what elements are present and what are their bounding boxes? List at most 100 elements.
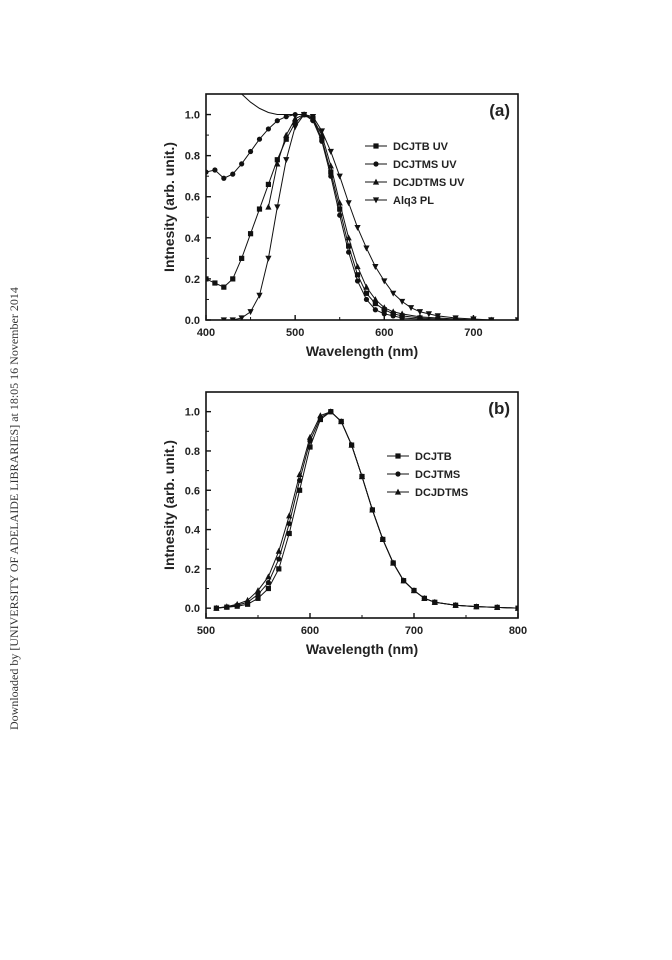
data-point bbox=[221, 284, 227, 290]
data-point bbox=[265, 585, 271, 592]
data-point bbox=[317, 412, 324, 419]
data-point bbox=[346, 249, 352, 255]
data-point bbox=[283, 136, 289, 142]
data-point bbox=[363, 245, 370, 252]
data-point bbox=[292, 111, 298, 118]
data-point bbox=[372, 263, 379, 270]
series-line-3 bbox=[223, 113, 518, 320]
data-point bbox=[283, 114, 289, 120]
data-point bbox=[220, 317, 227, 320]
data-point bbox=[247, 309, 254, 316]
data-point bbox=[416, 313, 424, 320]
series-line-1 bbox=[216, 411, 518, 609]
data-point bbox=[398, 298, 406, 305]
data-point bbox=[255, 595, 261, 601]
y-tick-label: 1.0 bbox=[185, 110, 200, 122]
data-point bbox=[230, 276, 236, 282]
data-point bbox=[354, 278, 361, 284]
data-point bbox=[494, 604, 501, 610]
legend-marker bbox=[395, 471, 401, 477]
x-axis-title: Wavelength (nm) bbox=[306, 641, 418, 657]
legend-marker bbox=[372, 178, 380, 185]
data-point bbox=[213, 604, 220, 611]
data-point bbox=[327, 162, 334, 169]
data-point bbox=[390, 313, 396, 319]
y-tick-label: 0.4 bbox=[185, 525, 201, 537]
data-point bbox=[421, 594, 428, 601]
data-point bbox=[337, 206, 343, 212]
data-point bbox=[425, 311, 432, 318]
data-point bbox=[390, 308, 397, 315]
y-tick-label: 0.2 bbox=[185, 564, 200, 576]
x-tick-label: 500 bbox=[286, 327, 304, 339]
data-point bbox=[363, 290, 370, 296]
data-point bbox=[416, 309, 424, 316]
data-point bbox=[292, 120, 298, 126]
data-point bbox=[410, 587, 418, 594]
extra-curve-line bbox=[241, 94, 296, 116]
watermark-text: Downloaded by [UNIVERSITY OF ADELAIDE LI… bbox=[7, 287, 21, 730]
data-point bbox=[328, 169, 334, 175]
data-point bbox=[256, 206, 263, 212]
data-point bbox=[265, 181, 271, 187]
data-point bbox=[354, 272, 361, 278]
data-point bbox=[286, 512, 293, 519]
chart-b: 500 600 700 800 0.0 0.2 0.4 0.6 0.8 1.0 Wavelength… bbox=[161, 391, 527, 657]
legend-label: DCJTB bbox=[415, 451, 452, 463]
data-point bbox=[283, 157, 290, 164]
data-point bbox=[400, 577, 407, 584]
data-point bbox=[390, 559, 397, 566]
data-point bbox=[488, 317, 495, 320]
y-axis-title: Intnesity (arb. unit.) bbox=[161, 142, 177, 272]
plot-frame bbox=[205, 391, 519, 619]
plot-frame bbox=[205, 93, 519, 321]
data-point bbox=[265, 255, 272, 262]
data-point bbox=[372, 300, 378, 307]
data-point bbox=[265, 573, 272, 580]
data-point bbox=[239, 161, 245, 167]
data-point bbox=[337, 212, 343, 218]
data-point bbox=[381, 311, 387, 317]
data-point bbox=[221, 175, 227, 181]
legend-label: Alq3 PL bbox=[393, 195, 434, 207]
data-point bbox=[354, 263, 361, 270]
legend-label: DCJTB UV bbox=[393, 141, 449, 153]
data-point bbox=[381, 304, 388, 311]
data-point bbox=[345, 200, 352, 207]
y-axis-title: Intnesity (arb. unit.) bbox=[161, 440, 177, 570]
legend-marker bbox=[373, 161, 379, 167]
data-point bbox=[318, 128, 326, 135]
data-point bbox=[274, 157, 280, 163]
data-point bbox=[238, 315, 245, 320]
data-point bbox=[363, 283, 370, 290]
data-point bbox=[296, 471, 303, 478]
data-point bbox=[336, 199, 343, 206]
data-point bbox=[275, 547, 282, 554]
data-point bbox=[256, 136, 263, 142]
data-point bbox=[452, 601, 459, 608]
data-point bbox=[244, 596, 251, 603]
legend-label: DCJDTMS bbox=[415, 487, 468, 499]
data-point bbox=[407, 305, 415, 312]
data-point bbox=[254, 587, 262, 594]
legend-marker bbox=[373, 143, 379, 149]
data-point bbox=[223, 603, 230, 610]
data-point bbox=[276, 556, 282, 562]
legend-marker bbox=[395, 453, 401, 459]
data-point bbox=[265, 126, 271, 132]
data-point bbox=[212, 280, 218, 286]
series-line-2 bbox=[267, 113, 518, 320]
data-point bbox=[309, 114, 317, 120]
data-point bbox=[354, 224, 361, 231]
data-point bbox=[265, 203, 272, 210]
data-point bbox=[306, 433, 314, 440]
data-point bbox=[379, 536, 386, 542]
data-point bbox=[206, 276, 209, 282]
legend-label: DCJTMS bbox=[415, 469, 460, 481]
series-line-0 bbox=[216, 410, 518, 609]
data-point bbox=[327, 148, 334, 155]
data-point bbox=[431, 598, 438, 605]
data-point bbox=[297, 487, 303, 493]
data-point bbox=[345, 234, 352, 241]
data-point bbox=[452, 315, 459, 320]
